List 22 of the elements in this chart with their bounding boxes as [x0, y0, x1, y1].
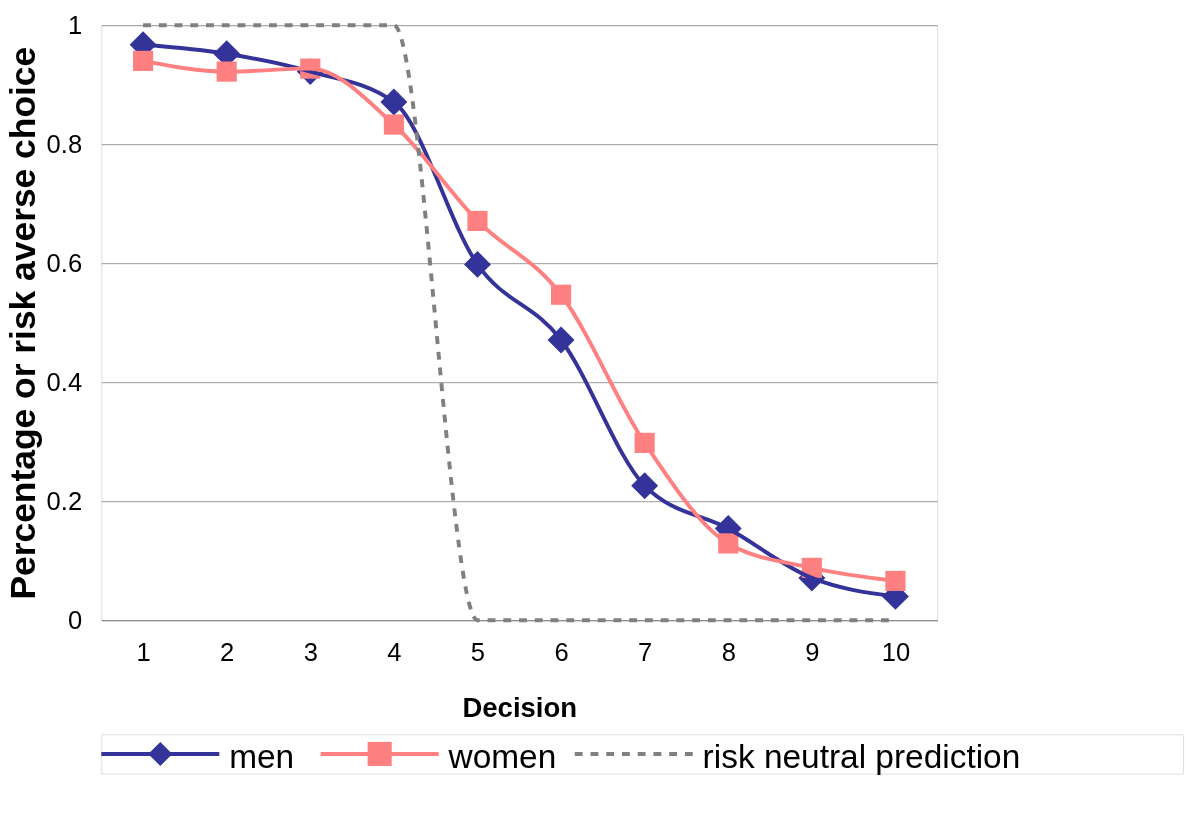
point: [885, 570, 906, 591]
x-tick-label: 1: [136, 638, 151, 666]
x-axis-title: Decision: [462, 692, 578, 724]
y-tick-label: 0.4: [46, 367, 83, 396]
y-tick-label: 0.8: [46, 129, 83, 158]
x-tick-label: 6: [554, 638, 569, 666]
legend-label: risk neutral prediction: [702, 737, 1021, 775]
x-tick-label: 9: [805, 638, 820, 666]
y-tick-label: 0.2: [46, 486, 83, 515]
x-tick-label: 10: [881, 638, 911, 666]
y-tick-label: 0: [67, 605, 83, 634]
x-tick-label: 5: [470, 638, 486, 666]
x-tick-label: 2: [220, 638, 235, 666]
x-tick-label: 7: [638, 638, 653, 666]
x-tick-label: 3: [303, 638, 318, 666]
x-tick-label: 8: [721, 638, 736, 666]
legend-label: women: [447, 737, 557, 775]
y-tick-label: 0.6: [46, 248, 83, 277]
y-axis-title: Percentage or risk averse choice: [2, 46, 43, 600]
x-tick-label: 4: [387, 638, 402, 666]
y-tick-label: 1: [67, 10, 83, 39]
legend-label: men: [229, 737, 295, 775]
